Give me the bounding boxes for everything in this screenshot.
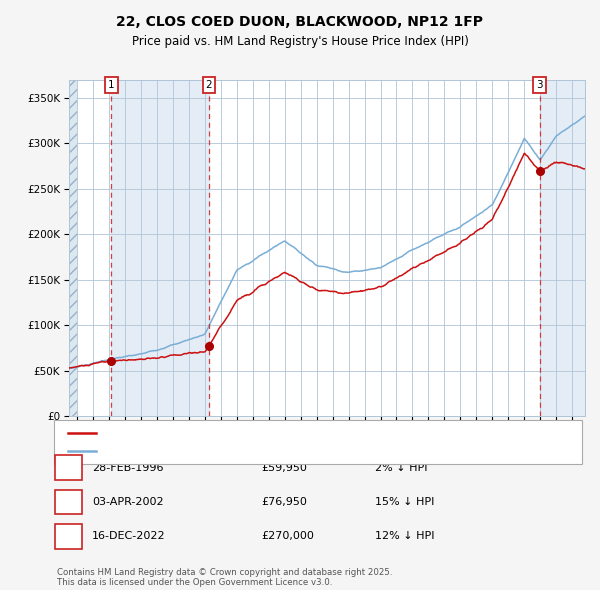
Text: 1: 1 bbox=[108, 80, 115, 90]
Text: 03-APR-2002: 03-APR-2002 bbox=[92, 497, 163, 507]
Text: 2: 2 bbox=[65, 497, 72, 507]
Bar bbox=[69, 80, 77, 416]
Text: Price paid vs. HM Land Registry's House Price Index (HPI): Price paid vs. HM Land Registry's House … bbox=[131, 35, 469, 48]
Text: 3: 3 bbox=[536, 80, 543, 90]
Text: £76,950: £76,950 bbox=[261, 497, 307, 507]
Text: 22, CLOS COED DUON, BLACKWOOD, NP12 1FP: 22, CLOS COED DUON, BLACKWOOD, NP12 1FP bbox=[116, 15, 484, 30]
Text: 2% ↓ HPI: 2% ↓ HPI bbox=[375, 463, 427, 473]
Text: 3: 3 bbox=[65, 532, 72, 541]
Text: 15% ↓ HPI: 15% ↓ HPI bbox=[375, 497, 434, 507]
Text: £270,000: £270,000 bbox=[261, 532, 314, 541]
Text: 2: 2 bbox=[205, 80, 212, 90]
Text: HPI: Average price, detached house, Caerphilly: HPI: Average price, detached house, Caer… bbox=[100, 446, 335, 456]
Text: 1: 1 bbox=[65, 463, 72, 473]
Text: 16-DEC-2022: 16-DEC-2022 bbox=[92, 532, 166, 541]
Text: £59,950: £59,950 bbox=[261, 463, 307, 473]
Text: 28-FEB-1996: 28-FEB-1996 bbox=[92, 463, 163, 473]
Bar bbox=[112, 80, 209, 416]
Text: 12% ↓ HPI: 12% ↓ HPI bbox=[375, 532, 434, 541]
Text: Contains HM Land Registry data © Crown copyright and database right 2025.
This d: Contains HM Land Registry data © Crown c… bbox=[57, 568, 392, 587]
Text: 22, CLOS COED DUON, BLACKWOOD, NP12 1FP (detached house): 22, CLOS COED DUON, BLACKWOOD, NP12 1FP … bbox=[100, 428, 427, 438]
Bar bbox=[539, 80, 585, 416]
